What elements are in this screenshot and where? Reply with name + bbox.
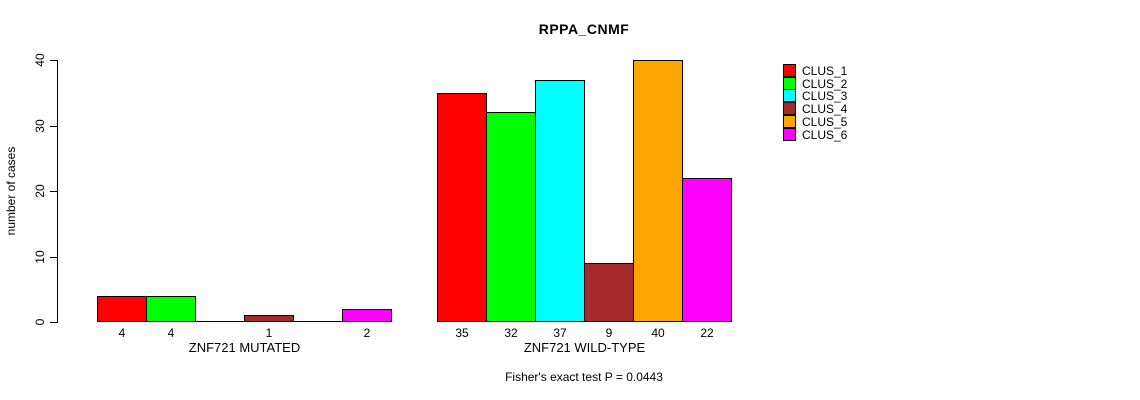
bar-value-label: 40: [651, 326, 665, 340]
legend-item: CLUS_4: [783, 102, 847, 115]
legend: CLUS_1 CLUS_2 CLUS_3 CLUS_4 CLUS_5 CLUS_6: [783, 64, 903, 144]
legend-swatch: [783, 102, 796, 115]
legend-swatch: [783, 115, 796, 128]
legend-item: CLUS_6: [783, 128, 847, 141]
legend-label: CLUS_4: [802, 101, 848, 116]
legend-swatch: [783, 64, 796, 77]
x-group-label: ZNF721 WILD-TYPE: [523, 340, 646, 355]
legend-label: CLUS_5: [802, 114, 848, 129]
y-tick-mark: [50, 60, 58, 61]
legend-label: CLUS_1: [802, 63, 848, 78]
y-tick-label: 20: [33, 184, 47, 198]
bar-value-label: 9: [605, 326, 613, 340]
x-group-label: ZNF721 MUTATED: [188, 340, 301, 355]
bar-clus-5-zero: [293, 321, 343, 322]
y-tick-label: 0: [33, 318, 47, 326]
legend-label: CLUS_6: [802, 127, 848, 142]
bar-clus-5: [633, 60, 683, 322]
legend-item: CLUS_2: [783, 77, 847, 90]
legend-label: CLUS_2: [802, 76, 848, 91]
legend-label: CLUS_3: [802, 88, 848, 103]
bar-clus-4: [244, 315, 294, 322]
bar-value-label: 2: [363, 326, 371, 340]
bar-value-label: 1: [265, 326, 273, 340]
legend-item: CLUS_1: [783, 64, 847, 77]
chart-title: RPPA_CNMF: [538, 21, 630, 37]
y-tick-mark: [50, 126, 58, 127]
bar-value-label: 37: [553, 326, 567, 340]
bar-clus-3-zero: [195, 321, 245, 322]
legend-swatch: [783, 128, 796, 141]
footnote: Fisher's exact test P = 0.0443: [505, 370, 663, 384]
y-axis-title: number of cases: [4, 146, 18, 236]
y-tick-mark: [50, 191, 58, 192]
bar-clus-4: [584, 263, 634, 322]
bar-clus-2: [486, 112, 536, 322]
legend-item: CLUS_3: [783, 89, 847, 102]
bar-clus-3: [535, 80, 585, 322]
legend-swatch: [783, 89, 796, 102]
y-tick-label: 40: [33, 53, 47, 67]
bar-value-label: 4: [118, 326, 126, 340]
legend-item: CLUS_5: [783, 115, 847, 128]
y-tick-label: 30: [33, 119, 47, 133]
bar-clus-6: [342, 309, 392, 322]
bar-clus-2: [146, 296, 196, 322]
y-tick-mark: [50, 322, 58, 323]
bar-value-label: 35: [455, 326, 469, 340]
bar-value-label: 4: [167, 326, 175, 340]
bar-value-label: 22: [700, 326, 714, 340]
bar-clus-1: [97, 296, 147, 322]
bar-clus-6: [682, 178, 732, 322]
bar-clus-1: [437, 93, 487, 322]
y-tick-label: 10: [33, 250, 47, 264]
y-tick-mark: [50, 257, 58, 258]
bar-value-label: 32: [504, 326, 518, 340]
